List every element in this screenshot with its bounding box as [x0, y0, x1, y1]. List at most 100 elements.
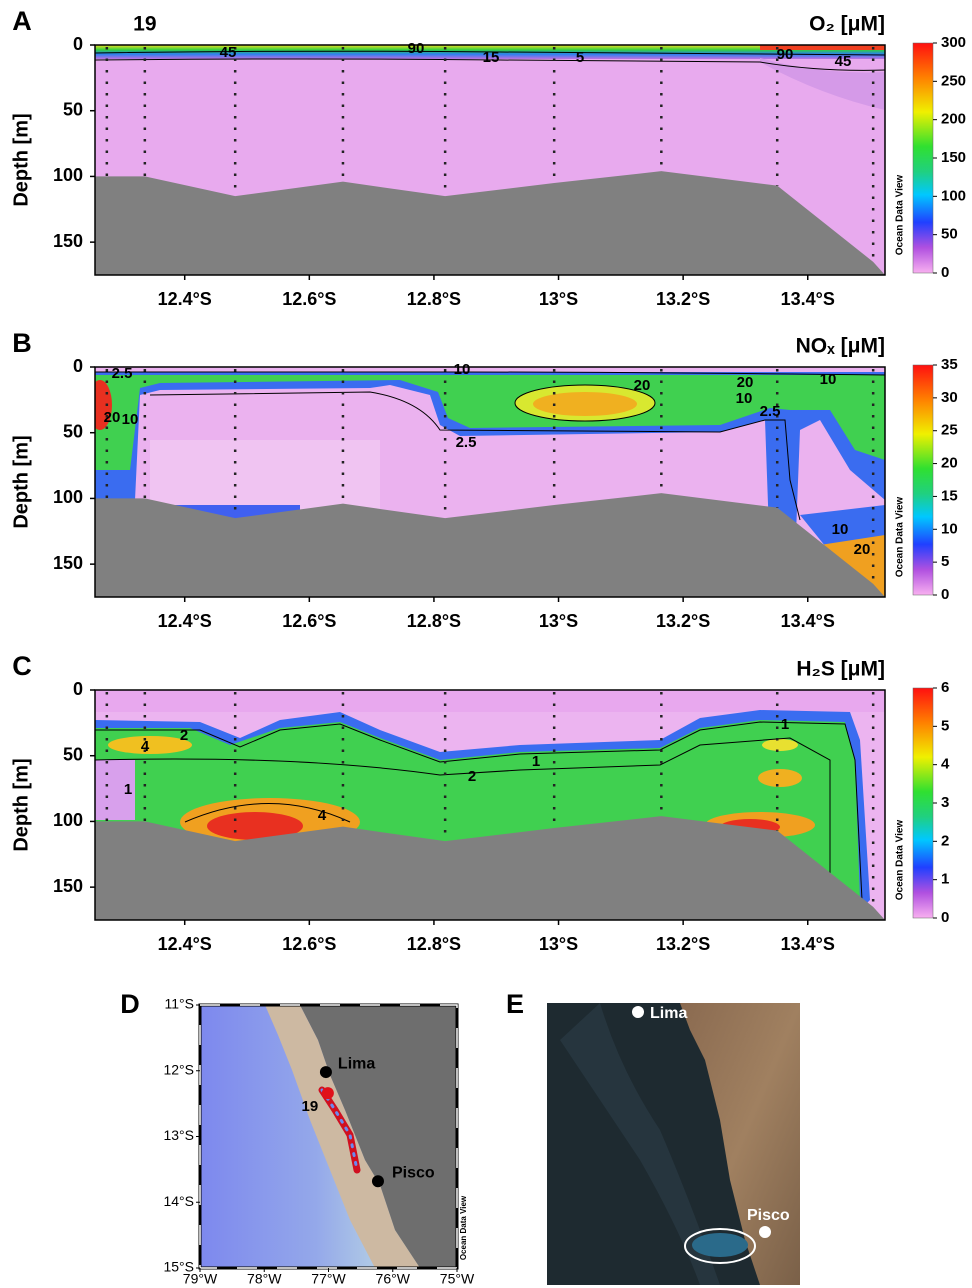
y-axis-label: Depth [m]: [10, 758, 32, 851]
colorbar-tick-label: 6: [941, 679, 949, 696]
x-tick-label: 13°S: [539, 289, 578, 309]
panel-title: O₂ [μM]: [809, 13, 885, 36]
colorbar-tick-label: 5: [941, 553, 949, 570]
map-point: [319, 1066, 332, 1079]
contour-label: 4: [141, 738, 150, 755]
watermark: Ocean Data View: [895, 175, 906, 256]
colorbar-tick-label: 35: [941, 356, 958, 373]
contour-label: 20: [634, 377, 651, 394]
contour-label: 10: [736, 390, 753, 407]
y-tick-label: 11°S: [165, 996, 194, 1012]
x-tick-label: 12.8°S: [407, 934, 461, 954]
seafloor: [95, 493, 885, 597]
contour-label: 10: [122, 411, 139, 428]
y-tick-label: 150: [53, 876, 83, 896]
colorbar: [912, 687, 934, 919]
watermark: Ocean Data View: [895, 820, 906, 901]
place-label: Pisco: [747, 1207, 790, 1224]
contour-label: 1: [781, 716, 789, 733]
panel-title: NOₓ [μM]: [796, 335, 885, 358]
y-tick-label: 50: [63, 99, 83, 119]
contour-label: 1: [124, 781, 132, 798]
colorbar-tick-label: 25: [941, 422, 958, 439]
x-tick-label: 12.4°S: [158, 289, 212, 309]
y-tick-label: 0: [73, 356, 83, 376]
plot-frame: [94, 366, 886, 598]
station-label: 19: [133, 13, 156, 36]
x-tick-label: 12.8°S: [407, 289, 461, 309]
colorbar-tick-label: 150: [941, 149, 966, 166]
x-tick-label: 12.6°S: [282, 289, 336, 309]
y-tick-label: 0: [73, 34, 83, 54]
panel-title: H₂S [μM]: [796, 658, 885, 681]
contour-label: 45: [835, 53, 852, 70]
place-marker: [759, 1226, 771, 1238]
contour-label: 90: [408, 40, 425, 57]
x-tick-label: 12.6°S: [282, 611, 336, 631]
contour-label: 2.5: [760, 403, 781, 420]
x-tick-label: 76°W: [376, 1271, 411, 1287]
panel-label: D: [120, 989, 140, 1019]
contour-label: 1: [532, 753, 540, 770]
colorbar-tick-label: 30: [941, 389, 958, 406]
watermark: Ocean Data View: [459, 1195, 468, 1260]
x-tick-label: 12.4°S: [158, 934, 212, 954]
seafloor: [95, 816, 885, 920]
place-label: Lima: [650, 1005, 687, 1022]
y-tick-label: 0: [73, 679, 83, 699]
y-tick-label: 12°S: [163, 1061, 194, 1077]
x-tick-label: 13.2°S: [656, 611, 710, 631]
contour-label: 45: [220, 44, 237, 61]
colorbar-tick-label: 10: [941, 520, 958, 537]
x-tick-label: 13°S: [539, 934, 578, 954]
colorbar-tick-label: 2: [941, 832, 949, 849]
panel-label: C: [12, 651, 32, 681]
contour-label: 15: [483, 49, 500, 66]
contour-label: 10: [454, 361, 471, 378]
contour-label: 2.5: [112, 365, 133, 382]
x-tick-label: 13°S: [539, 611, 578, 631]
seafloor: [95, 171, 885, 275]
y-tick-label: 150: [53, 231, 83, 251]
x-tick-label: 79°W: [183, 1271, 218, 1287]
x-tick-label: 12.8°S: [407, 611, 461, 631]
contour-label: 5: [576, 49, 584, 66]
y-tick-label: 13°S: [163, 1127, 194, 1143]
x-tick-label: 13.4°S: [781, 289, 835, 309]
x-tick-label: 13.4°S: [781, 934, 835, 954]
contour-label: 10: [820, 371, 837, 388]
x-tick-label: 77°W: [311, 1271, 346, 1287]
x-tick-label: 13.2°S: [656, 934, 710, 954]
colorbar: [912, 364, 934, 596]
colorbar-tick-label: 0: [941, 909, 949, 926]
y-tick-label: 50: [63, 744, 83, 764]
contour-label: 90: [777, 46, 794, 63]
watermark: Ocean Data View: [895, 497, 906, 578]
contour-label: 4: [318, 807, 327, 824]
y-tick-label: 100: [53, 810, 83, 830]
contour-label: 2: [180, 727, 188, 744]
colorbar-tick-label: 250: [941, 72, 966, 89]
panel-label: A: [12, 6, 32, 36]
x-tick-label: 78°W: [247, 1271, 282, 1287]
colorbar-tick-label: 5: [941, 717, 949, 734]
map-point-label: 19: [302, 1098, 319, 1115]
x-tick-label: 12.4°S: [158, 611, 212, 631]
contour-label: 2: [468, 768, 476, 785]
satellite-image: [547, 1003, 800, 1285]
y-tick-label: 100: [53, 165, 83, 185]
map-point-label: Lima: [338, 1055, 375, 1072]
colorbar: [912, 42, 934, 274]
plot-frame: [94, 44, 886, 276]
y-tick-label: 150: [53, 553, 83, 573]
y-tick-label: 50: [63, 421, 83, 441]
colorbar-tick-label: 100: [941, 187, 966, 204]
colorbar-tick-label: 200: [941, 111, 966, 128]
contour-label: 10: [832, 521, 849, 538]
map-point: [321, 1087, 334, 1100]
y-tick-label: 100: [53, 487, 83, 507]
x-tick-label: 75°W: [440, 1271, 475, 1287]
y-tick-label: 14°S: [163, 1193, 194, 1209]
map-point-label: Pisco: [392, 1164, 435, 1181]
